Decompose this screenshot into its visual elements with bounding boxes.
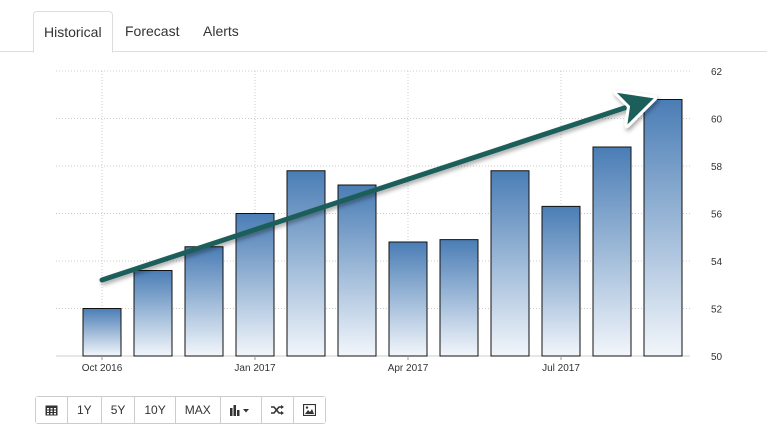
tab-forecast[interactable]: Forecast [125, 23, 180, 39]
bar-nov-2016[interactable] [133, 270, 173, 357]
image-icon [302, 404, 316, 416]
tab-historical[interactable]: Historical [33, 11, 113, 53]
x-tick-label: Jan 2017 [234, 363, 276, 374]
bar-mar-2017[interactable] [337, 184, 377, 357]
y-axis: 50 52 54 56 58 60 62 [711, 67, 723, 363]
bar-chart: 50 52 54 56 58 60 62 Oct 2016 Jan 2017 Apr 2017 J… [56, 67, 723, 374]
range-1y-button[interactable]: 1Y [68, 397, 102, 423]
y-tick-label: 62 [711, 67, 723, 78]
y-tick-label: 60 [711, 115, 723, 126]
range-10y-button[interactable]: 10Y [135, 397, 176, 423]
bars [82, 99, 683, 357]
bar-oct-2016[interactable] [82, 308, 122, 357]
y-tick-label: 58 [711, 162, 723, 173]
bar-may-2017[interactable] [439, 239, 479, 357]
calendar-button[interactable] [36, 397, 68, 423]
y-tick-label: 56 [711, 210, 723, 221]
bar-apr-2017[interactable] [388, 241, 428, 357]
bar-dec-2016[interactable] [184, 246, 224, 357]
y-tick-label: 50 [711, 352, 723, 363]
range-5y-button[interactable]: 5Y [101, 397, 136, 423]
bar-chart-icon [229, 405, 249, 416]
x-tick-label: Jul 2017 [542, 363, 580, 374]
bar-jan-2017[interactable] [235, 213, 275, 357]
chart-toolbar: 1Y 5Y 10Y MAX [35, 396, 326, 424]
shuffle-icon [270, 405, 284, 415]
y-tick-label: 54 [711, 257, 723, 268]
trend-arrow-line [99, 104, 638, 283]
bar-sep-2017[interactable] [643, 99, 683, 357]
bar-jul-2017[interactable] [541, 205, 581, 357]
x-tick-label: Oct 2016 [82, 363, 123, 374]
calendar-icon [45, 405, 58, 416]
trend-arrow [99, 104, 638, 283]
bar-feb-2017[interactable] [286, 170, 326, 357]
chart-type-button[interactable] [220, 397, 262, 423]
tab-alerts[interactable]: Alerts [203, 23, 239, 39]
chevron-down-icon [242, 409, 249, 413]
export-image-button[interactable] [293, 397, 325, 423]
bar-jun-2017[interactable] [490, 170, 530, 357]
tab-bar: Historical Forecast Alerts [0, 0, 767, 53]
y-tick-label: 52 [711, 305, 723, 316]
x-tick-label: Apr 2017 [388, 363, 429, 374]
x-axis: Oct 2016 Jan 2017 Apr 2017 Jul 2017 [82, 356, 580, 374]
compare-button[interactable] [261, 397, 294, 423]
range-max-button[interactable]: MAX [175, 397, 221, 423]
bar-aug-2017[interactable] [592, 146, 632, 357]
